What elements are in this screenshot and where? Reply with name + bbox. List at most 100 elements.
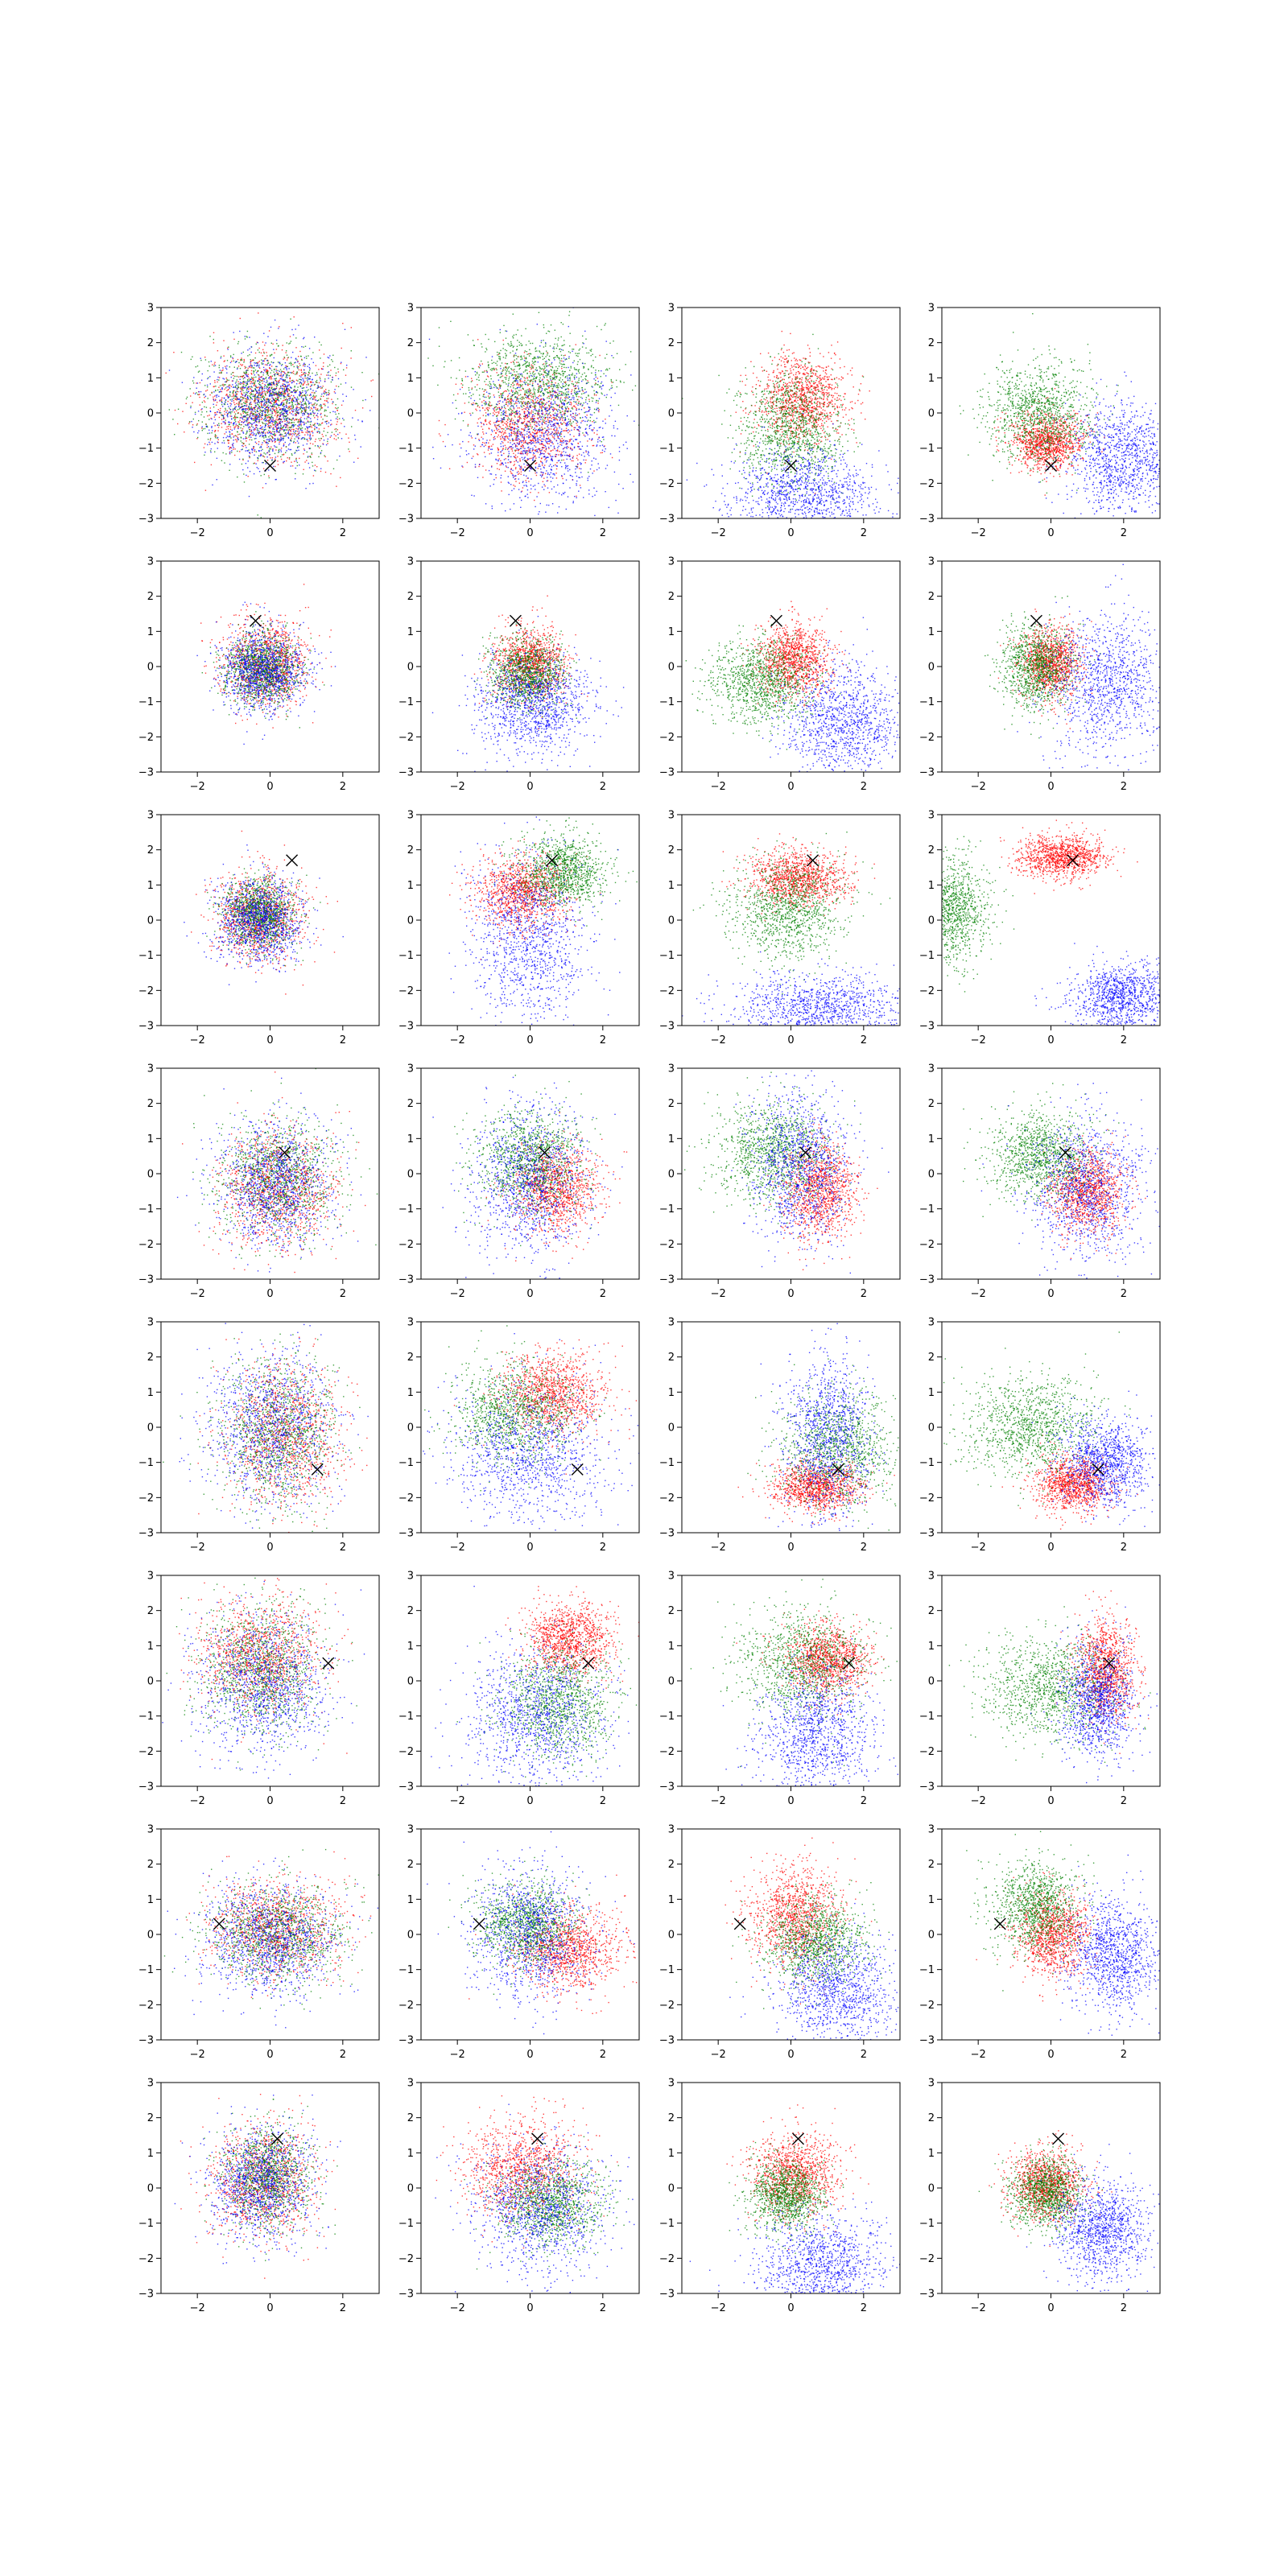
scatter-point-blue [305, 393, 306, 394]
series-green-points [427, 312, 639, 473]
scatter-point-green [302, 390, 303, 391]
scatter-point-blue [247, 396, 248, 397]
scatter-point-green [337, 407, 338, 408]
scatter-point-red [507, 426, 508, 427]
scatter-point-blue [245, 409, 246, 410]
scatter-point-red [237, 434, 238, 435]
scatter-point-blue [254, 422, 255, 423]
scatter-point-red [219, 417, 220, 418]
scatter-point-blue [272, 451, 273, 452]
scatter-point-green [320, 438, 321, 439]
scatter-point-green [488, 365, 489, 366]
scatter-point-red [553, 407, 554, 408]
scatter-point-red [291, 429, 292, 430]
scatter-point-red [515, 402, 516, 403]
scatter-point-blue [259, 471, 260, 472]
scatter-point-red [471, 378, 472, 379]
scatter-point-green [274, 429, 275, 430]
point-cloud [166, 312, 380, 518]
scatter-point-green [266, 391, 267, 392]
scatter-point-green [297, 368, 298, 369]
scatter-point-red [543, 363, 544, 364]
scatter-point-blue [196, 388, 197, 389]
scatter-point-blue [263, 405, 264, 406]
scatter-point-red [487, 375, 488, 376]
scatter-point-red [542, 449, 543, 450]
scatter-point-red [496, 412, 497, 413]
scatter-point-green [285, 397, 286, 398]
scatter-point-red [317, 408, 318, 409]
scatter-point-blue [221, 402, 222, 403]
scatter-point-red [516, 402, 517, 403]
scatter-point-red [541, 398, 542, 399]
scatter-point-red [558, 432, 559, 433]
scatter-point-blue [291, 382, 292, 383]
scatter-point-green [241, 424, 242, 425]
scatter-point-red [320, 471, 321, 472]
scatter-point-red [296, 435, 297, 436]
scatter-point-green [338, 437, 339, 438]
scatter-point-blue [307, 439, 308, 440]
scatter-point-blue [255, 420, 256, 421]
scatter-point-red [505, 363, 506, 364]
scatter-point-blue [251, 418, 252, 419]
scatter-point-red [229, 403, 230, 404]
scatter-point-green [318, 399, 319, 400]
scatter-point-green [276, 386, 277, 387]
scatter-point-red [267, 417, 268, 418]
scatter-point-green [459, 369, 460, 370]
scatter-point-blue [270, 433, 271, 434]
scatter-point-red [258, 348, 259, 349]
scatter-point-blue [224, 443, 225, 444]
scatter-point-green [266, 409, 267, 410]
scatter-point-green [220, 385, 221, 386]
scatter-point-green [539, 370, 540, 371]
scatter-point-red [569, 454, 570, 455]
scatter-point-red [226, 390, 227, 391]
scatter-point-blue [309, 431, 310, 432]
scatter-point-red [346, 367, 347, 368]
scatter-point-blue [285, 381, 286, 382]
scatter-point-blue [317, 385, 318, 386]
scatter-point-red [234, 404, 235, 405]
scatter-point-green [282, 434, 283, 435]
scatter-point-green [471, 395, 472, 396]
scatter-point-green [568, 315, 569, 316]
scatter-point-green [283, 388, 284, 389]
scatter-point-blue [235, 392, 236, 393]
scatter-point-green [527, 380, 528, 381]
scatter-point-blue [304, 450, 305, 451]
scatter-point-green [320, 408, 321, 409]
scatter-point-blue [310, 394, 311, 395]
scatter-point-red [331, 399, 332, 400]
scatter-point-red [506, 375, 507, 376]
scatter-point-red [539, 448, 540, 449]
scatter-point-red [570, 440, 571, 441]
scatter-point-green [243, 426, 244, 427]
scatter-point-green [327, 432, 328, 433]
scatter-point-green [198, 420, 199, 421]
scatter-point-green [520, 384, 521, 385]
scatter-point-green [305, 346, 306, 347]
scatter-point-blue [264, 388, 265, 389]
scatter-point-red [534, 424, 535, 425]
scatter-point-red [308, 373, 309, 374]
scatter-point-green [259, 406, 260, 407]
scatter-point-blue [303, 423, 304, 424]
scatter-point-blue [284, 461, 285, 462]
scatter-point-blue [281, 438, 282, 439]
scatter-point-red [221, 370, 222, 371]
scatter-point-red [262, 487, 263, 488]
scatter-point-green [312, 352, 313, 353]
scatter-point-red [264, 391, 265, 392]
scatter-point-green [514, 411, 515, 412]
scatter-point-red [527, 421, 528, 422]
scatter-point-red [287, 408, 288, 409]
scatter-point-blue [235, 382, 236, 383]
scatter-point-blue [249, 336, 250, 337]
scatter-point-blue [302, 388, 303, 389]
scatter-point-green [561, 407, 562, 408]
scatter-point-green [536, 377, 537, 378]
scatter-point-blue [241, 382, 242, 383]
scatter-point-blue [237, 439, 238, 440]
